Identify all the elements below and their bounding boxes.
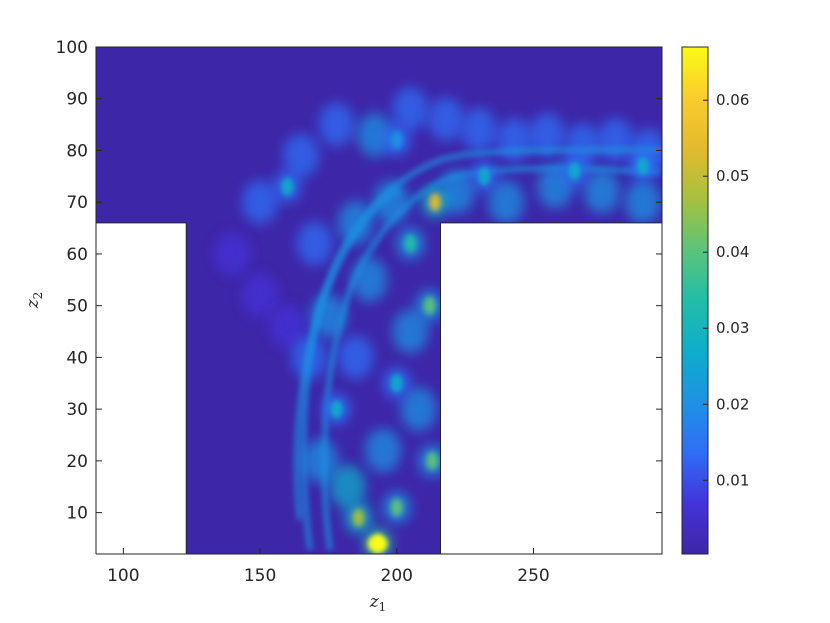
- x-tick-label: 100: [107, 566, 139, 586]
- y-tick-label: 50: [66, 297, 88, 317]
- field-lobe: [242, 273, 279, 318]
- x-tick-label: 250: [517, 566, 549, 586]
- colorbar-tick-label: 0.05: [716, 167, 749, 185]
- field-lobe: [302, 438, 339, 483]
- y-tick-label: 100: [56, 38, 88, 58]
- colorbar-tick-label: 0.01: [716, 471, 749, 489]
- field-lobe: [242, 180, 279, 225]
- hotspot: [560, 155, 589, 188]
- x-tick-label: 150: [244, 566, 276, 586]
- y-tick-label: 70: [66, 193, 88, 213]
- y-tick-label: 90: [66, 90, 88, 110]
- y-axis: 10 20 30 40 50 60 70 80 90 100: [56, 38, 662, 524]
- masked-region: [440, 222, 662, 555]
- hotspot: [322, 393, 351, 426]
- field-lobe: [318, 102, 355, 147]
- field-lobe: [214, 231, 251, 276]
- field-lobe: [427, 97, 464, 142]
- field-lobe: [496, 118, 533, 163]
- colorbar-tick-label: 0.02: [716, 395, 749, 413]
- field-lobe: [392, 309, 429, 354]
- hotspot: [628, 149, 657, 182]
- field-lobe: [529, 112, 566, 157]
- colorbar: 0.01 0.02 0.03 0.04 0.05 0.06: [681, 46, 749, 555]
- field-lobe: [400, 387, 437, 432]
- heatmap-field: [214, 87, 662, 554]
- field-lobe: [488, 180, 525, 225]
- field-lobe: [365, 428, 402, 473]
- field-ridge: [321, 165, 661, 551]
- hotspot: [382, 124, 411, 157]
- field-lobe: [296, 221, 333, 266]
- y-tick-label: 80: [66, 141, 88, 161]
- x-tick-label: 200: [381, 566, 413, 586]
- field-lobe: [597, 118, 634, 163]
- hotspot: [396, 227, 425, 260]
- hotspot: [418, 444, 447, 477]
- hotspot: [470, 160, 499, 193]
- y-tick-label: 60: [66, 245, 88, 265]
- field-lobe: [583, 169, 620, 214]
- hotspot: [273, 170, 302, 203]
- colorbar-gradient: [681, 46, 709, 555]
- hotspot: [415, 289, 444, 322]
- heatmap-plot-area: [95, 46, 663, 555]
- field-ridge: [294, 187, 402, 521]
- field-lobe: [283, 133, 320, 178]
- field-lobe: [460, 107, 497, 152]
- hotspot: [344, 501, 373, 534]
- y-tick-label: 10: [66, 504, 88, 524]
- y-tick-label: 20: [66, 452, 88, 472]
- field-lobe: [269, 304, 306, 349]
- y-tick-label: 30: [66, 400, 88, 420]
- field-lobe: [392, 87, 429, 132]
- colorbar-tick-label: 0.03: [716, 319, 749, 337]
- colorbar-tick-label: 0.06: [716, 91, 749, 109]
- field-lobe: [624, 180, 661, 225]
- field-lobe: [337, 200, 374, 245]
- x-axis-label: z1: [369, 592, 387, 614]
- field-lobe: [329, 464, 366, 509]
- y-tick-label: 40: [66, 348, 88, 368]
- hotspot: [382, 491, 411, 524]
- hotspot: [421, 186, 450, 219]
- colorbar-tick-label: 0.04: [716, 243, 749, 261]
- field-lobe: [337, 335, 374, 380]
- y-axis-label: z2: [23, 292, 45, 310]
- colorbar-ticks: 0.01 0.02 0.03 0.04 0.05 0.06: [703, 91, 749, 489]
- peak-value: [367, 535, 388, 552]
- masked-regions: [95, 222, 663, 555]
- masked-region: [96, 222, 187, 555]
- hotspot: [382, 367, 411, 400]
- x-axis: 100 150 200 250: [107, 548, 550, 586]
